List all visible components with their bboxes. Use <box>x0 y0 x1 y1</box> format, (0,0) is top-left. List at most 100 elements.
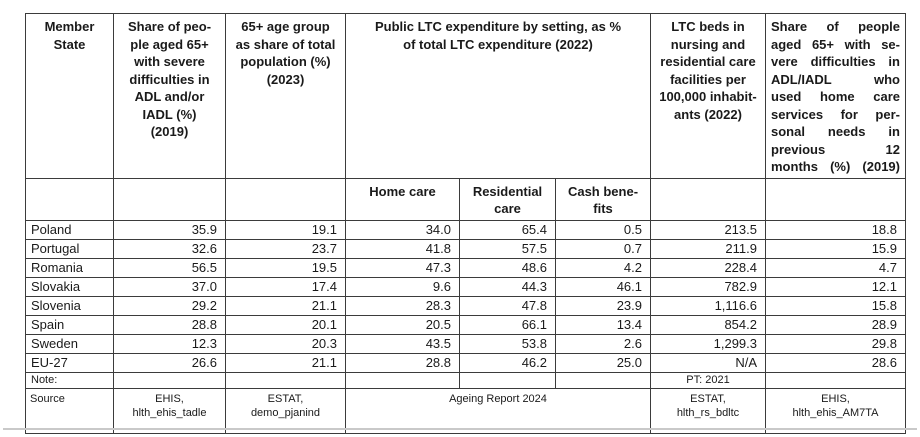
value-cell: 44.3 <box>459 276 556 297</box>
value-cell: 43.5 <box>345 333 460 354</box>
header-row-sub: Home care Residential care Cash bene- fi… <box>25 177 906 221</box>
value-cell: 20.5 <box>345 314 460 335</box>
source-expenditure: Ageing Report 2024 <box>345 387 651 434</box>
value-cell: 9.6 <box>345 276 460 297</box>
value-cell: 15.9 <box>765 238 906 259</box>
empty-cell <box>225 371 346 389</box>
value-cell: 66.1 <box>459 314 556 335</box>
value-cell: 37.0 <box>113 276 226 297</box>
value-cell: 228.4 <box>650 257 766 278</box>
value-cell: 15.8 <box>765 295 906 316</box>
value-cell: 211.9 <box>650 238 766 259</box>
value-cell: 4.7 <box>765 257 906 278</box>
empty-header-cell <box>25 177 114 221</box>
value-cell: 29.2 <box>113 295 226 316</box>
header-cell-adl-share: Share of peo- ple aged 65+ with severe d… <box>113 13 226 179</box>
value-cell: 57.5 <box>459 238 556 259</box>
table-row: Slovenia 29.2 21.1 28.3 47.8 23.9 1,116.6 15.8 <box>25 295 906 316</box>
source-age-group: ESTAT, demo_pjanind <box>225 387 346 434</box>
value-cell: 4.2 <box>555 257 651 278</box>
empty-header-cell <box>113 177 226 221</box>
table-row: Spain 28.8 20.1 20.5 66.1 13.4 854.2 28.9 <box>25 314 906 335</box>
value-cell: 25.0 <box>555 352 651 373</box>
header-row-main: Member State Share of peo- ple aged 65+ … <box>25 13 906 179</box>
subheader-cell-home-care: Home care <box>345 177 460 221</box>
value-cell: 20.3 <box>225 333 346 354</box>
source-label: Source <box>25 387 114 434</box>
note-ltc-beds: PT: 2021 <box>650 371 766 389</box>
table-footer: Note: PT: 2021 Source EHIS, hlth_ehis_ta… <box>25 371 906 434</box>
value-cell: 28.9 <box>765 314 906 335</box>
member-state-cell: Slovakia <box>25 276 114 297</box>
value-cell: 47.8 <box>459 295 556 316</box>
empty-cell <box>555 371 651 389</box>
member-state-cell: Slovenia <box>25 295 114 316</box>
value-cell: 26.6 <box>113 352 226 373</box>
value-cell: 46.1 <box>555 276 651 297</box>
empty-header-cell <box>765 177 906 221</box>
member-state-cell: Portugal <box>25 238 114 259</box>
value-cell: 65.4 <box>459 219 556 240</box>
value-cell: 48.6 <box>459 257 556 278</box>
value-cell: 1,116.6 <box>650 295 766 316</box>
value-cell: 12.1 <box>765 276 906 297</box>
value-cell: 47.3 <box>345 257 460 278</box>
source-row: Source EHIS, hlth_ehis_tadle ESTAT, demo… <box>25 387 906 434</box>
member-state-cell: Poland <box>25 219 114 240</box>
value-cell: 782.9 <box>650 276 766 297</box>
value-cell: 19.1 <box>225 219 346 240</box>
value-cell: 21.1 <box>225 352 346 373</box>
table-body: Poland 35.9 19.1 34.0 65.4 0.5 213.5 18.8 Portug… <box>25 219 906 373</box>
empty-cell <box>345 371 460 389</box>
value-cell: 23.9 <box>555 295 651 316</box>
source-adl: EHIS, hlth_ehis_tadle <box>113 387 226 434</box>
value-cell: 28.6 <box>765 352 906 373</box>
empty-cell <box>459 371 556 389</box>
empty-header-cell <box>225 177 346 221</box>
value-cell: 854.2 <box>650 314 766 335</box>
note-label: Note: <box>25 371 114 389</box>
value-cell: 34.0 <box>345 219 460 240</box>
table-row: Sweden 12.3 20.3 43.5 53.8 2.6 1,299.3 29.8 <box>25 333 906 354</box>
member-state-cell: Spain <box>25 314 114 335</box>
empty-cell <box>765 371 906 389</box>
table-row: EU-27 26.6 21.1 28.8 46.2 25.0 N/A 28.6 <box>25 352 906 373</box>
value-cell: 46.2 <box>459 352 556 373</box>
value-cell: 21.1 <box>225 295 346 316</box>
value-cell: 32.6 <box>113 238 226 259</box>
value-cell: 12.3 <box>113 333 226 354</box>
member-state-cell: Romania <box>25 257 114 278</box>
value-cell: 213.5 <box>650 219 766 240</box>
table-row: Portugal 32.6 23.7 41.8 57.5 0.7 211.9 15.9 <box>25 238 906 259</box>
header-cell-ltc-beds: LTC beds in nursing and residential care… <box>650 13 766 179</box>
member-state-cell: Sweden <box>25 333 114 354</box>
value-cell: 0.5 <box>555 219 651 240</box>
value-cell: N/A <box>650 352 766 373</box>
source-ltc-beds: ESTAT, hlth_rs_bdltc <box>650 387 766 434</box>
value-cell: 35.9 <box>113 219 226 240</box>
table-row: Romania 56.5 19.5 47.3 48.6 4.2 228.4 4.7 <box>25 257 906 278</box>
value-cell: 13.4 <box>555 314 651 335</box>
member-state-cell: EU-27 <box>25 352 114 373</box>
value-cell: 23.7 <box>225 238 346 259</box>
value-cell: 19.5 <box>225 257 346 278</box>
value-cell: 28.8 <box>345 352 460 373</box>
ltc-statistics-table: Member State Share of peo- ple aged 65+ … <box>25 13 906 434</box>
value-cell: 28.3 <box>345 295 460 316</box>
table-row: Slovakia 37.0 17.4 9.6 44.3 46.1 782.9 12.1 <box>25 276 906 297</box>
value-cell: 20.1 <box>225 314 346 335</box>
subheader-cell-residential-care: Residential care <box>459 177 556 221</box>
value-cell: 0.7 <box>555 238 651 259</box>
value-cell: 56.5 <box>113 257 226 278</box>
empty-header-cell <box>650 177 766 221</box>
value-cell: 18.8 <box>765 219 906 240</box>
value-cell: 17.4 <box>225 276 346 297</box>
table-header: Member State Share of peo- ple aged 65+ … <box>25 13 906 221</box>
table-row: Poland 35.9 19.1 34.0 65.4 0.5 213.5 18.8 <box>25 219 906 240</box>
page-bottom-rule <box>3 428 917 430</box>
empty-cell <box>113 371 226 389</box>
value-cell: 1,299.3 <box>650 333 766 354</box>
header-cell-age-group: 65+ age group as share of total populati… <box>225 13 346 179</box>
header-cell-expenditure-group: Public LTC expenditure by setting, as % … <box>345 13 651 179</box>
